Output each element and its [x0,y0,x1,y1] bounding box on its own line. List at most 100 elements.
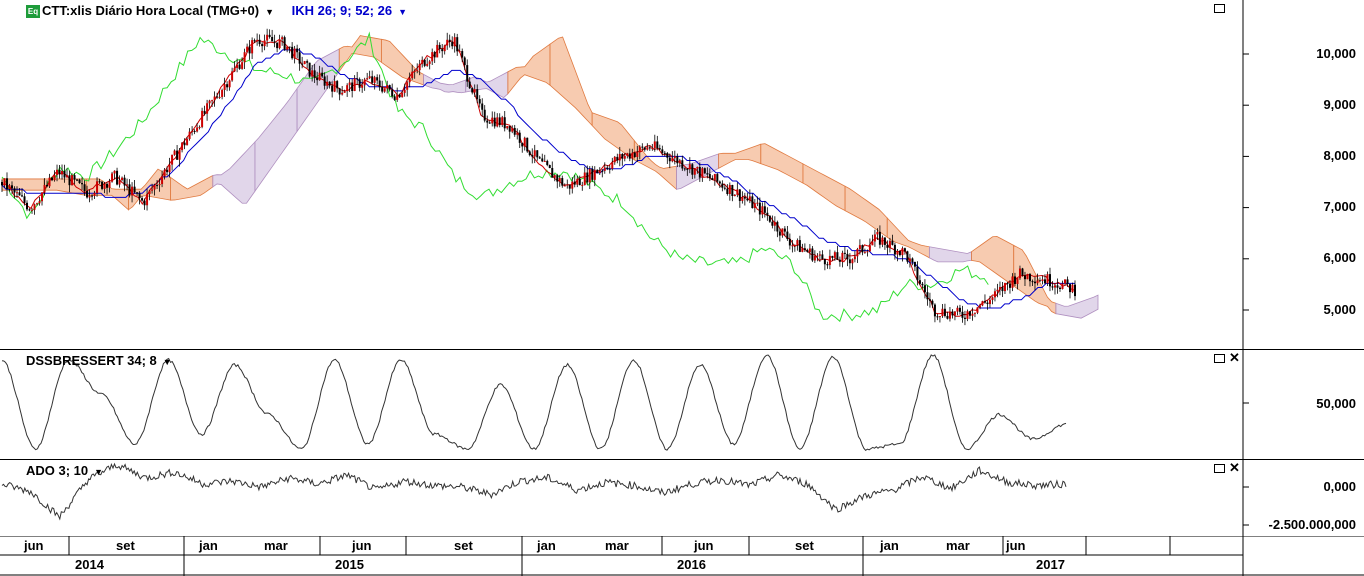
price-panel[interactable]: Eq CTT:xlis Diário Hora Local (TMG+0) ▼ IK… [0,0,1364,349]
candle-body [328,81,331,86]
candle-body [511,127,514,132]
candle-body [96,181,99,194]
candle-body [918,280,921,284]
candle-body [598,170,601,174]
candle-body [401,92,404,98]
candle-body [896,250,899,255]
dss-dropdown-icon[interactable]: ▼ [162,356,172,367]
candle-body [703,168,706,174]
candle-body [763,206,766,213]
equity-icon: Eq [26,5,40,19]
candle-body [831,255,834,258]
candle-body [446,39,449,46]
candle-body [843,252,846,254]
ichimoku-cloud [844,185,888,238]
candle-body [26,202,29,210]
candle-body [201,110,204,127]
candle-body [343,91,346,93]
candle-body [641,146,644,148]
candle-body [973,312,976,314]
candle-body [536,150,539,158]
candle-body [708,174,711,179]
candle-body [416,70,419,72]
candle-body [323,76,326,86]
candle-body [958,307,961,312]
close-icon[interactable]: ✕ [1229,460,1240,475]
ado-dropdown-icon[interactable]: ▼ [94,466,104,477]
candle-body [423,59,426,66]
candle-body [428,61,431,64]
maximize-icon[interactable] [1214,4,1225,13]
title-dropdown-icon[interactable]: ▼ [265,6,274,17]
indicator-title[interactable]: IKH 26; 9; 52; 26 [291,3,393,18]
candle-body [353,78,356,91]
indicator-dropdown-icon[interactable]: ▼ [398,6,407,17]
candle-body [893,244,896,255]
candle-body [291,46,294,59]
candle-body [286,46,289,50]
close-icon[interactable]: ✕ [1229,350,1240,365]
candle-body [808,248,811,253]
dss-panel[interactable]: DSSBRESSERT 34; 8 ▼ ✕ 50,000 [0,349,1364,460]
candle-body [408,78,411,83]
instrument-title[interactable]: CTT:xlis Diário Hora Local (TMG+0) [42,3,260,18]
x-tick-year: 2015 [335,557,364,572]
candle-body [161,176,164,185]
candle-body [326,81,329,86]
candle-body [8,185,11,190]
dss-title[interactable]: DSSBRESSERT 34; 8 [26,353,157,368]
candle-body [306,61,309,63]
ichimoku-cloud [212,140,256,204]
dss-header: DSSBRESSERT 34; 8 ▼ [26,353,172,368]
candle-body [348,82,351,86]
candle-body [818,254,821,256]
candle-body [23,196,26,203]
y-tick: 5,000 [1323,302,1356,317]
maximize-icon[interactable] [1214,464,1225,473]
ado-title[interactable]: ADO 3; 10 [26,463,89,478]
candle-body [803,248,806,251]
candle-body [948,311,951,319]
candle-body [591,168,594,180]
candle-body [846,253,849,260]
dss-chart[interactable] [0,350,1364,460]
candle-body [593,169,596,180]
candle-body [836,252,839,260]
candle-body [1043,279,1046,284]
candle-body [51,177,54,181]
candle-body [231,71,234,81]
candle-body [136,192,139,194]
candle-body [351,82,354,91]
candle-body [426,63,429,66]
candle-body [576,178,579,185]
ichimoku-cloud [254,87,298,193]
candle-body [321,72,324,77]
candle-body [796,240,799,245]
candle-body [656,141,659,149]
candle-body [633,152,636,158]
candle-body [668,157,671,162]
ado-chart[interactable] [0,460,1364,537]
x-tick-month: mar [605,538,629,553]
candle-body [563,185,566,187]
maximize-icon[interactable] [1214,354,1225,363]
price-chart[interactable] [0,0,1364,349]
ichimoku-cloud [380,38,424,86]
candle-body [166,169,169,173]
candle-body [571,181,574,189]
candle-body [153,185,156,190]
time-axis[interactable] [0,536,1364,576]
ado-panel[interactable]: ADO 3; 10 ▼ ✕ 0,000 -2.500.000,000 [0,459,1364,537]
candle-body [411,71,414,79]
candle-body [851,259,854,264]
candle-body [156,185,159,187]
candle-body [123,177,126,186]
candle-body [308,62,311,77]
candle-body [86,191,89,198]
candle-body [303,61,306,65]
candle-body [33,204,36,210]
candle-body [678,160,681,164]
candle-body [553,175,556,178]
candle-body [793,244,796,246]
candle-body [181,142,184,151]
